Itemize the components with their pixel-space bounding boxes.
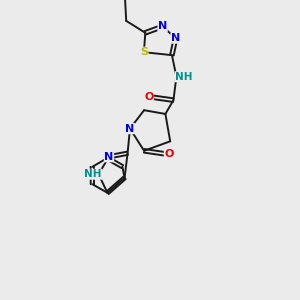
Text: N: N bbox=[171, 33, 180, 43]
Text: O: O bbox=[144, 92, 154, 102]
Text: NH: NH bbox=[175, 72, 193, 82]
Text: NH: NH bbox=[84, 169, 102, 179]
Text: N: N bbox=[125, 124, 135, 134]
Text: O: O bbox=[164, 149, 174, 159]
Text: N: N bbox=[104, 152, 114, 162]
Text: S: S bbox=[140, 47, 148, 57]
Text: N: N bbox=[158, 22, 167, 32]
